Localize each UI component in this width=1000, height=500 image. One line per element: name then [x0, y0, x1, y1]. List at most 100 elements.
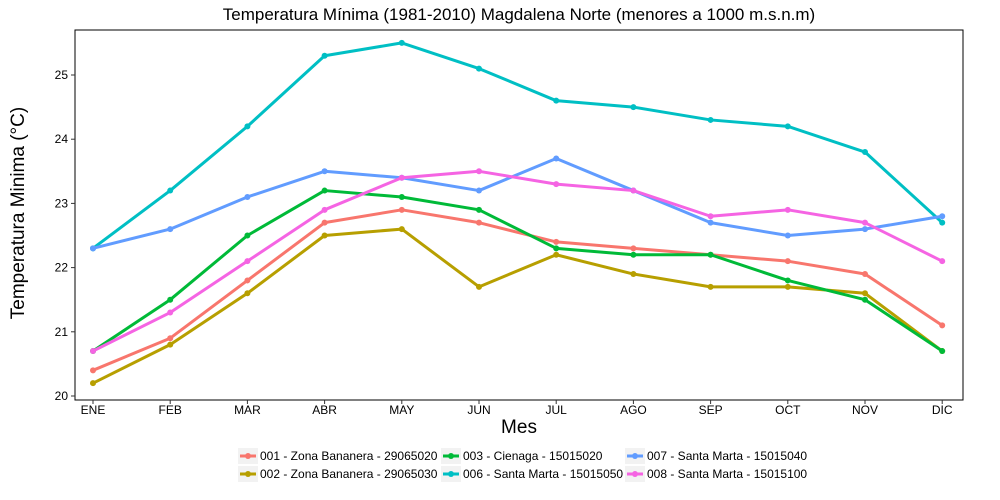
legend-item: 007 - Santa Marta - 15015040 [625, 448, 807, 464]
data-point [553, 155, 560, 162]
series-line [91, 169, 944, 353]
data-point [167, 309, 174, 316]
y-tick-label: 25 [55, 68, 69, 82]
data-point [784, 206, 791, 213]
data-point [862, 290, 868, 297]
x-tick-label: SEP [699, 403, 723, 417]
legend-key-point [632, 453, 638, 459]
legend-label: 002 - Zona Bananera - 29065030 [260, 467, 438, 481]
data-point [862, 219, 868, 226]
series-line [91, 156, 944, 250]
data-point [321, 206, 328, 213]
data-point [707, 251, 714, 258]
series-line [91, 41, 944, 250]
legend-key-point [245, 471, 251, 477]
legend-label: 008 - Santa Marta - 15015100 [647, 467, 807, 481]
data-point [630, 251, 637, 258]
data-point [553, 251, 560, 258]
data-point [398, 193, 405, 200]
y-tick-label: 22 [55, 261, 69, 275]
x-axis-title: Mes [501, 417, 537, 438]
legend-item: 006 - Santa Marta - 15015050 [441, 466, 623, 482]
legend-label: 003 - Cienaga - 15015020 [463, 449, 603, 463]
data-point [167, 226, 174, 233]
legend-key-point [632, 471, 638, 477]
data-point [90, 367, 96, 374]
series-6 [90, 168, 946, 355]
x-tick-label: MAY [389, 403, 414, 417]
series-line [91, 227, 944, 385]
data-point [398, 174, 405, 181]
data-point [784, 277, 791, 284]
data-point [939, 258, 946, 265]
data-point [244, 290, 251, 297]
data-point [321, 187, 328, 194]
data-point [862, 226, 868, 233]
series-layer [90, 39, 946, 387]
data-point [784, 283, 791, 290]
x-axis: ENE FEB MAR ABR MAY JUN JUL AGO SEP OCT NOV DIC [81, 400, 953, 417]
y-tick-label: 23 [55, 196, 69, 210]
x-tick-label: JUL [546, 403, 568, 417]
series-line [91, 189, 944, 353]
y-axis: 20 21 22 23 24 25 [55, 68, 75, 403]
data-point [630, 245, 637, 252]
legend-label: 001 - Zona Bananera - 29065020 [260, 449, 438, 463]
data-point [167, 335, 174, 342]
legend-key-point [448, 453, 454, 459]
data-point [784, 232, 791, 239]
data-point [862, 149, 868, 156]
data-point [90, 348, 96, 355]
data-point [862, 296, 868, 303]
data-point [398, 226, 405, 233]
y-tick-label: 21 [55, 325, 69, 339]
data-point [90, 380, 96, 387]
data-point [784, 123, 791, 130]
x-tick-label: FEB [159, 403, 182, 417]
data-point [630, 187, 637, 194]
data-point [398, 39, 405, 46]
data-point [321, 219, 328, 226]
legend-item: 002 - Zona Bananera - 29065030 [238, 466, 438, 482]
data-point [244, 277, 251, 284]
data-point [553, 238, 560, 245]
legend: 001 - Zona Bananera - 29065020 002 - Zona… [238, 448, 807, 482]
data-point [476, 168, 482, 175]
data-point [167, 341, 174, 348]
x-tick-label: AGO [620, 403, 647, 417]
data-point [553, 97, 560, 104]
data-point [90, 245, 96, 252]
y-tick-label: 20 [55, 389, 69, 403]
y-tick-label: 24 [55, 132, 69, 146]
y-axis-title: Temperatura Minima (°C) [8, 107, 29, 319]
data-point [244, 193, 251, 200]
data-point [398, 206, 405, 213]
data-point [476, 187, 482, 194]
x-tick-label: OCT [775, 403, 801, 417]
data-point [553, 181, 560, 188]
data-point [939, 348, 946, 355]
x-tick-label: ENE [81, 403, 106, 417]
x-tick-label: NOV [852, 403, 878, 417]
chart-title: Temperatura Mínima (1981-2010) Magdalena… [223, 5, 815, 24]
data-point [707, 219, 714, 226]
data-point [476, 219, 482, 226]
x-tick-label: MAR [234, 403, 261, 417]
data-point [862, 271, 868, 278]
data-point [630, 104, 637, 111]
x-tick-label: ABR [312, 403, 337, 417]
legend-key-point [448, 471, 454, 477]
legend-item: 008 - Santa Marta - 15015100 [625, 466, 807, 482]
data-point [707, 283, 714, 290]
legend-key-point [245, 453, 251, 459]
x-tick-label: DIC [932, 403, 953, 417]
data-point [476, 65, 482, 72]
series-line [91, 208, 944, 372]
series-3 [90, 187, 946, 355]
data-point [244, 232, 251, 239]
data-point [321, 52, 328, 59]
data-point [630, 271, 637, 278]
data-point [321, 168, 328, 175]
data-point [244, 258, 251, 265]
legend-label: 007 - Santa Marta - 15015040 [647, 449, 807, 463]
